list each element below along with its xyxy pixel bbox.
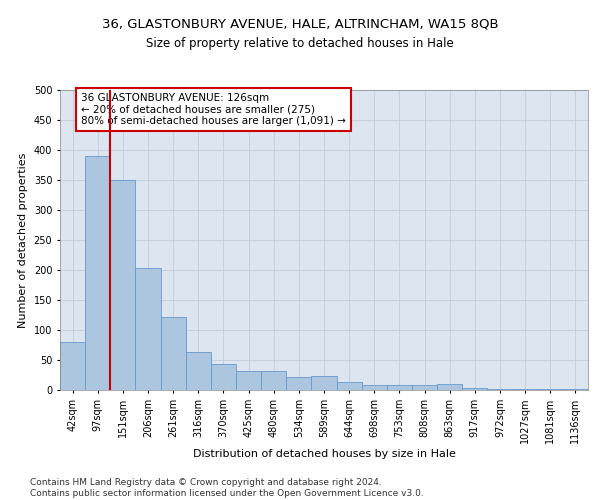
Bar: [286, 377, 311, 390]
Bar: [462, 388, 487, 390]
Bar: [362, 385, 387, 390]
Bar: [136, 268, 161, 390]
Bar: [161, 317, 186, 390]
Y-axis label: Number of detached properties: Number of detached properties: [18, 152, 28, 328]
Bar: [563, 389, 588, 390]
X-axis label: Distribution of detached houses by size in Hale: Distribution of detached houses by size …: [193, 448, 455, 458]
Bar: [337, 382, 362, 390]
Bar: [387, 385, 412, 390]
Bar: [437, 384, 462, 390]
Bar: [412, 385, 437, 390]
Text: 36 GLASTONBURY AVENUE: 126sqm
← 20% of detached houses are smaller (275)
80% of : 36 GLASTONBURY AVENUE: 126sqm ← 20% of d…: [81, 93, 346, 126]
Bar: [487, 389, 512, 390]
Bar: [186, 352, 211, 390]
Bar: [211, 364, 236, 390]
Text: Contains HM Land Registry data © Crown copyright and database right 2024.
Contai: Contains HM Land Registry data © Crown c…: [30, 478, 424, 498]
Text: 36, GLASTONBURY AVENUE, HALE, ALTRINCHAM, WA15 8QB: 36, GLASTONBURY AVENUE, HALE, ALTRINCHAM…: [101, 18, 499, 30]
Bar: [85, 156, 110, 390]
Bar: [236, 371, 261, 390]
Bar: [261, 371, 286, 390]
Bar: [512, 389, 538, 390]
Bar: [60, 342, 85, 390]
Text: Size of property relative to detached houses in Hale: Size of property relative to detached ho…: [146, 38, 454, 51]
Bar: [311, 376, 337, 390]
Bar: [110, 180, 136, 390]
Bar: [538, 389, 563, 390]
